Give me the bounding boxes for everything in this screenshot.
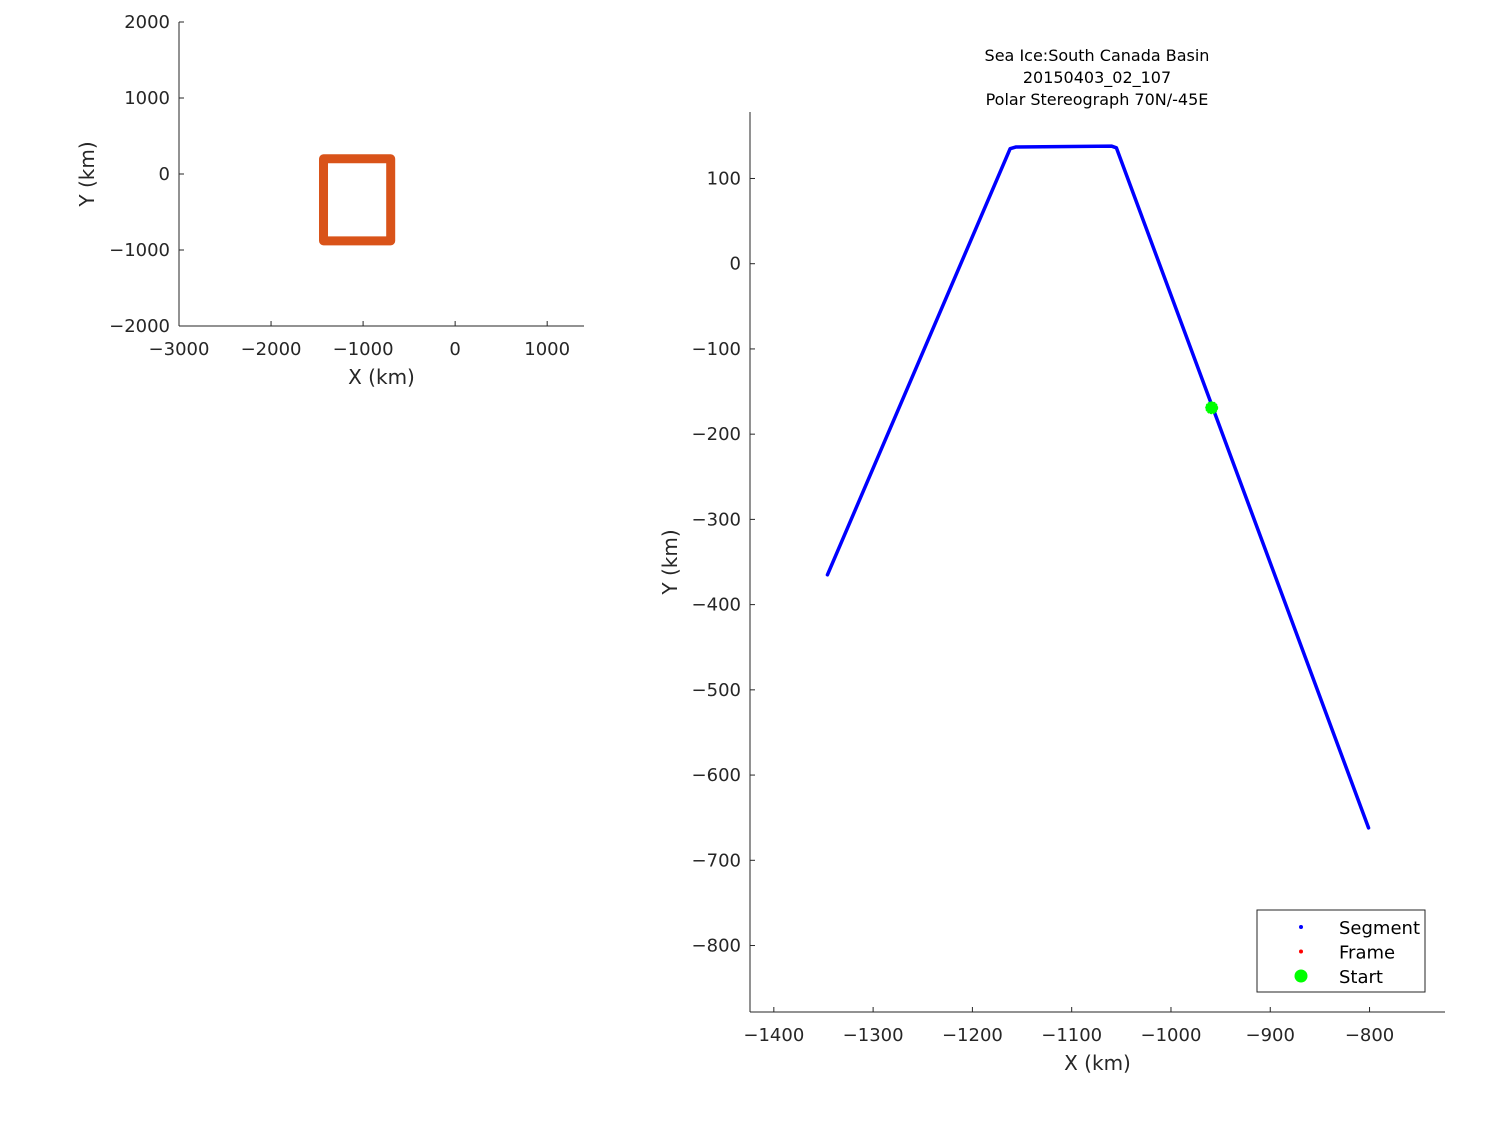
x-tick-label: −1300 [843, 1025, 904, 1046]
y-tick-label: −1000 [109, 240, 170, 261]
legend-start-icon [1294, 969, 1308, 983]
y-tick-label: −2000 [109, 316, 170, 337]
legend-label: Start [1339, 967, 1383, 988]
x-tick-label: −2000 [241, 339, 302, 360]
x-tick-label: −1100 [1041, 1025, 1102, 1046]
chart-title: Sea Ice:South Canada Basin [985, 46, 1210, 65]
track-line [319, 154, 396, 246]
y-axis-label: Y (km) [75, 141, 99, 207]
y-tick-label: −500 [692, 680, 741, 701]
x-tick-label: 1000 [524, 339, 570, 360]
y-tick-label: −600 [692, 765, 741, 786]
y-tick-label: 0 [159, 164, 170, 185]
y-tick-label: −200 [692, 424, 741, 445]
x-tick-label: −1000 [1141, 1025, 1202, 1046]
x-tick-label: −1000 [333, 339, 394, 360]
y-axis-label: Y (km) [658, 529, 682, 595]
chart-title: 20150403_02_107 [1023, 68, 1171, 88]
x-tick-label: −1400 [743, 1025, 804, 1046]
chart-title: Polar Stereograph 70N/-45E [986, 90, 1209, 109]
x-tick-label: −900 [1246, 1025, 1295, 1046]
x-tick-label: −3000 [149, 339, 210, 360]
legend-segment-icon [1299, 925, 1303, 929]
y-tick-label: 0 [730, 254, 741, 275]
x-tick-label: −800 [1345, 1025, 1394, 1046]
y-tick-label: 1000 [124, 88, 170, 109]
x-tick-label: −1200 [942, 1025, 1003, 1046]
y-tick-label: −800 [692, 936, 741, 957]
x-tick-label: 0 [449, 339, 460, 360]
x-axis-label: X (km) [1064, 1051, 1131, 1075]
legend-box [1256, 909, 1426, 993]
legend-frame-icon [1299, 949, 1303, 954]
y-tick-label: 100 [707, 168, 741, 189]
Segment-line [825, 144, 1371, 830]
chart-1: −3000 −2000 −1000 0 1000−2000−1000010002000X… [75, 12, 584, 389]
x-axis-label: X (km) [348, 365, 415, 389]
y-tick-label: −100 [692, 339, 741, 360]
start-marker [1205, 401, 1219, 415]
y-tick-label: −700 [692, 850, 741, 871]
y-tick-label: 2000 [124, 12, 170, 33]
legend-label: Segment [1339, 918, 1420, 939]
chart-2: −1400 −1300 −1200 −1100 −1000 −900 −800 100 0 −10… [658, 46, 1445, 1075]
y-tick-label: −300 [692, 509, 741, 530]
y-tick-label: −400 [692, 595, 741, 616]
legend-label: Frame [1339, 943, 1395, 964]
legend: Segment Frame Start [1256, 909, 1426, 993]
